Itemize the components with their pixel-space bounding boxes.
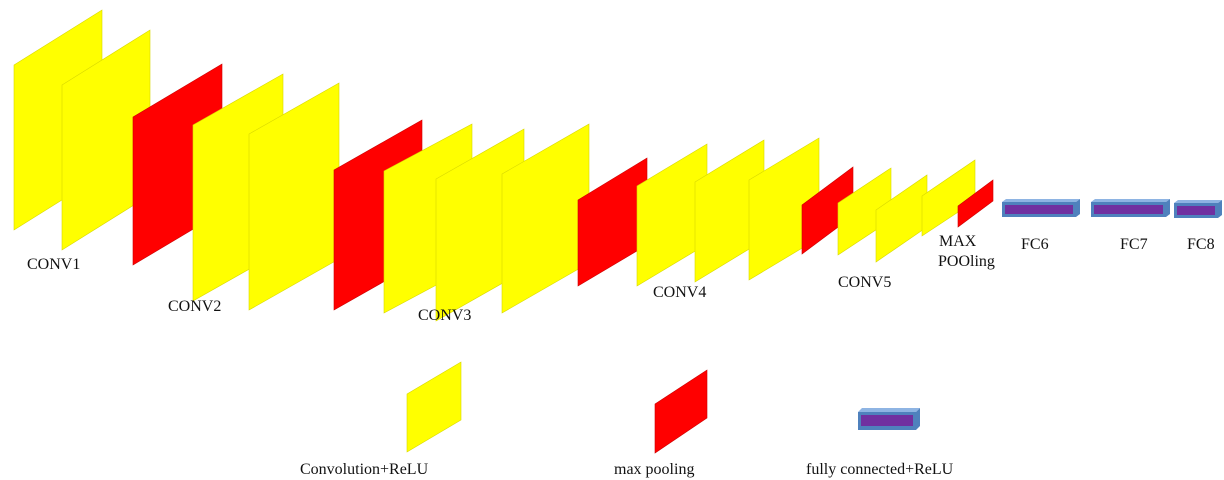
legend-pooling-swatch [654,369,708,454]
legend-pooling-label: max pooling [614,461,694,478]
legend-convolution-swatch [406,361,462,453]
legend: Convolution+ReLU max pooling fully conne… [300,361,954,478]
conv5-layer-3 [921,159,976,237]
final-pool-layer [957,179,994,228]
fc6-label: FC6 [1021,236,1049,253]
max-pool-label-line2: POOling [938,253,995,270]
conv4-label: CONV4 [653,284,706,301]
conv2-label: CONV2 [168,298,221,315]
fc7-layer [1091,199,1170,217]
conv3-label: CONV3 [418,307,471,324]
conv1-label: CONV1 [27,256,80,273]
legend-fc-swatch [858,408,920,430]
legend-convolution-label: Convolution+ReLU [300,461,429,478]
fc7-label: FC7 [1120,236,1148,253]
fc8-layer [1174,200,1222,218]
fc6-layer [1002,199,1080,217]
fc8-label: FC8 [1187,236,1215,253]
conv5-label: CONV5 [838,274,891,291]
max-pool-label-line1: MAX [939,233,977,250]
legend-fc-label: fully connected+ReLU [806,461,954,478]
